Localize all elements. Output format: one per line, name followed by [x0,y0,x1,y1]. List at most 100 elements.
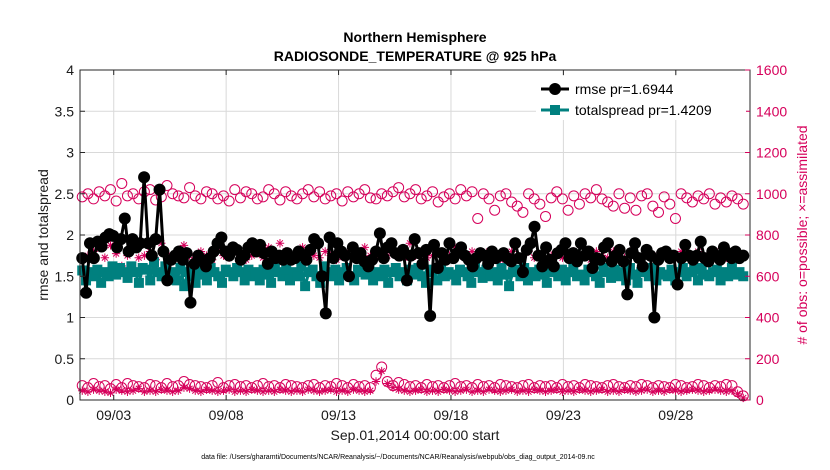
possible-obs-point [681,192,693,204]
assimilated-obs-point [292,386,302,395]
rmse-point [153,183,166,196]
assimilated-obs-point [100,387,110,396]
assimilated-obs-point [665,385,675,394]
totalspread-point [466,277,477,288]
rmse-point [114,233,127,246]
assimilated-obs-point [490,386,499,395]
y-tick-label: 0.5 [55,351,75,367]
assimilated-obs-point [202,385,211,394]
possible-obs-point [438,191,450,203]
rmse-point [408,233,421,246]
assimilated-obs-point [275,239,285,248]
assimilated-obs-point [417,385,426,394]
rmse-point [443,237,456,250]
totalspread-point [243,264,254,275]
assimilated-obs-point [253,386,262,395]
rmse-point [613,243,626,256]
totalspread-point [632,277,643,288]
assimilated-obs-point [343,387,352,396]
legend-rmse-label: rmse pr=1.6944 [575,81,674,97]
totalspread-point [133,277,144,288]
totalspread-point [530,271,541,282]
totalspread-point [579,275,590,286]
rmse-point [118,212,131,225]
totalspread-point [330,264,341,275]
y-right-tick-label: 200 [756,351,780,367]
possible-obs-point [201,186,213,198]
assimilated-obs-point [733,389,742,399]
y-right-tick-label: 600 [756,268,780,284]
rmse-point [540,241,553,254]
rmse-point [559,237,572,250]
totalspread-point [307,264,318,275]
totalspread-point [711,264,722,275]
assimilated-obs-point [524,387,533,396]
assimilated-obs-point [456,386,465,395]
totalspread-point [315,277,326,288]
totalspread-point [292,271,303,282]
possible-obs-point [534,198,546,210]
rmse-point [300,253,313,266]
assimilated-obs-point [597,385,607,394]
assimilated-obs-point [558,387,567,396]
possible-obs-point [240,186,252,198]
assimilated-obs-point [168,387,177,396]
possible-obs-point [483,193,495,205]
rmse-point [87,252,100,265]
totalspread-point [723,271,734,282]
data-file-footnote: data file: /Users/gharamti/Documents/NCA… [201,454,595,461]
rmse-point [513,252,526,265]
rmse-point [428,238,441,251]
assimilated-obs-point [705,386,714,395]
possible-obs-point [121,190,133,202]
assimilated-obs-point [383,379,392,388]
rmse-point [145,249,158,262]
possible-obs-point [325,190,337,202]
totalspread-point [217,277,228,288]
totalspread-point [156,271,167,282]
assimilated-obs-point [179,383,189,392]
possible-obs-point [167,188,179,200]
assimilated-obs-point [309,386,319,395]
assimilated-obs-point [405,239,415,248]
possible-obs-point [653,206,665,218]
rmse-point [339,249,352,262]
rmse-point [312,237,325,250]
totalspread-point [277,271,288,282]
totalspread-point [300,281,311,292]
possible-obs-point [466,186,478,198]
assimilated-obs-point [580,386,590,395]
rmse-point [377,252,390,265]
assimilated-obs-point [241,387,251,396]
assimilated-obs-point [309,251,319,260]
totalspread-point [726,263,737,273]
totalspread-point [560,275,571,286]
rmse-point [737,249,750,262]
assimilated-obs-point [371,377,381,386]
rmse-point [400,274,413,287]
possible-obs-point [562,204,574,216]
assimilated-obs-point [637,386,646,395]
possible-obs-point [692,190,704,202]
rmse-point [679,238,692,251]
rmse-point [373,227,386,240]
assimilated-obs-point [462,385,471,394]
possible-obs-point [285,190,297,202]
possible-obs-point [472,213,484,224]
assimilated-obs-point [484,385,494,394]
possible-obs-point [579,188,591,200]
x-tick-label: 09/08 [209,407,244,423]
totalspread-point [477,272,488,283]
totalspread-point [643,271,654,282]
rmse-point [80,286,93,299]
assimilated-obs-point [320,247,330,256]
assimilated-obs-point [676,247,686,256]
assimilated-obs-point [111,249,121,258]
assimilated-obs-point [304,385,313,394]
rmse-point [215,231,228,244]
totalspread-point [522,275,533,286]
possible-obs-point [500,188,512,200]
rmse-point [385,237,398,250]
rmse-point [617,255,630,268]
totalspread-point [628,269,639,280]
